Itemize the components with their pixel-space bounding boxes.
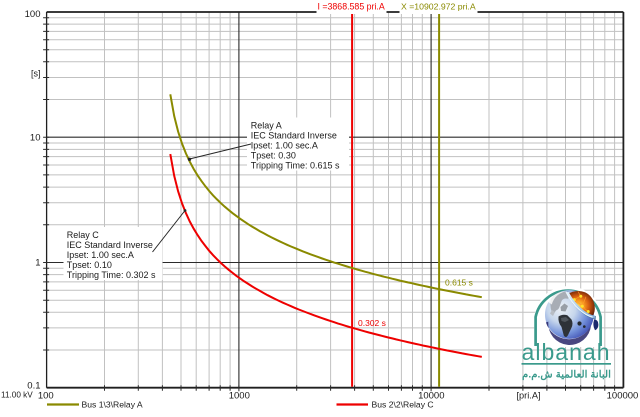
svg-text:Bus 1\3\Relay A: Bus 1\3\Relay A <box>82 399 143 409</box>
svg-text:IEC Standard Inverse: IEC Standard Inverse <box>67 240 153 250</box>
svg-text:Relay C: Relay C <box>67 230 100 240</box>
svg-text:Tpset: 0.30: Tpset: 0.30 <box>251 150 296 160</box>
svg-text:0.1: 0.1 <box>27 381 40 392</box>
svg-text:100000: 100000 <box>607 390 639 401</box>
svg-text:IEC Standard Inverse: IEC Standard Inverse <box>251 130 337 140</box>
svg-text:0.615 s: 0.615 s <box>445 278 473 288</box>
svg-text:Tripping Time: 0.302 s: Tripping Time: 0.302 s <box>67 270 156 280</box>
svg-text:10000: 10000 <box>418 390 444 401</box>
svg-text:X =10902.972 pri.A: X =10902.972 pri.A <box>401 2 476 12</box>
svg-text:0.302 s: 0.302 s <box>358 318 386 328</box>
svg-text:1000: 1000 <box>229 390 250 401</box>
svg-text:Tripping Time: 0.615 s: Tripping Time: 0.615 s <box>251 160 340 170</box>
svg-text:100: 100 <box>25 9 41 20</box>
svg-text:I =3868.585 pri.A: I =3868.585 pri.A <box>318 2 385 12</box>
svg-text:Bus 2\2\Relay C: Bus 2\2\Relay C <box>372 399 434 409</box>
svg-text:11.00 kV: 11.00 kV <box>1 390 33 399</box>
svg-text:[pri.A]: [pri.A] <box>517 391 541 401</box>
svg-text:1: 1 <box>35 258 40 269</box>
svg-text:Ipset: 1.00 sec.A: Ipset: 1.00 sec.A <box>251 140 318 150</box>
svg-text:Relay A: Relay A <box>251 120 282 130</box>
svg-text:Tpset: 0.10: Tpset: 0.10 <box>67 260 112 270</box>
svg-text:Ipset: 1.00 sec.A: Ipset: 1.00 sec.A <box>67 250 134 260</box>
svg-text:[s]: [s] <box>31 69 41 79</box>
svg-text:البانة العالمية ش.م.م: البانة العالمية ش.م.م <box>522 369 611 380</box>
svg-text:albanah: albanah <box>522 339 610 365</box>
svg-text:100: 100 <box>38 390 54 401</box>
svg-text:10: 10 <box>30 132 41 143</box>
